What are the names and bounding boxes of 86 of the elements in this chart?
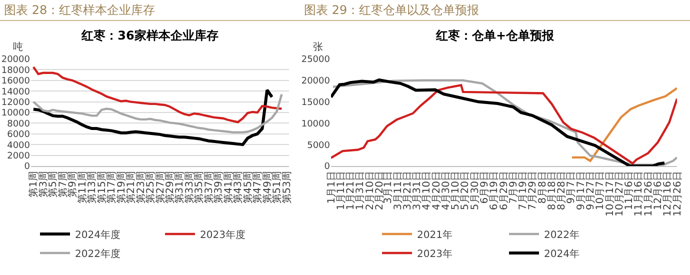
x-tick-label: 1月1日 — [326, 171, 338, 204]
x-tick-label: 第5周 — [47, 171, 60, 198]
x-tick-label: 第9周 — [66, 171, 79, 198]
y-tick-label: 2000 — [7, 151, 30, 162]
y-tick-label: 20000 — [301, 76, 330, 87]
y-tick-label: 20000 — [1, 55, 30, 66]
x-tick-label: 第17周 — [106, 171, 118, 204]
x-tick-label: 7月29日 — [528, 171, 539, 210]
x-tick-label: 12月16日 — [662, 171, 674, 216]
x-tick-label: 第13周 — [86, 171, 98, 204]
x-tick-label: 第47周 — [252, 171, 264, 204]
x-tick-label: 6月19日 — [489, 171, 500, 210]
legend-label: 2022年度 — [75, 248, 120, 260]
x-tick-label: 第25周 — [144, 171, 157, 204]
y-tick-label: 10000 — [301, 119, 330, 130]
y-tick-label: 12000 — [1, 98, 30, 108]
y-tick-label: 4000 — [7, 140, 30, 151]
x-tick-label: 3月11日 — [392, 171, 404, 210]
x-tick-label: 第1周 — [28, 171, 40, 198]
y-tick-label: 16000 — [1, 76, 30, 87]
y-axis-title: 吨 — [13, 41, 23, 53]
x-tick-label: 第43周 — [232, 171, 244, 204]
legend-label: 2023年度 — [200, 228, 246, 241]
x-tick-label: 第49周 — [261, 171, 274, 204]
legend-label: 2024年 — [544, 248, 580, 260]
x-tick-label: 12月6日 — [652, 171, 664, 210]
x-tick-label: 5月20日 — [460, 171, 472, 210]
x-tick-label: 第51周 — [271, 171, 284, 204]
y-tick-label: 10000 — [1, 108, 30, 119]
x-tick-label: 10月17日 — [604, 171, 616, 216]
x-tick-label: 3月21日 — [402, 171, 414, 210]
x-tick-label: 9月17日 — [576, 171, 587, 210]
x-tick-label: 第39周 — [212, 171, 225, 204]
y-tick-label: 8000 — [7, 119, 30, 130]
legend-label: 2024年度 — [75, 228, 120, 241]
x-tick-label: 第35周 — [193, 171, 206, 204]
x-tick-label: 第19周 — [115, 171, 128, 204]
x-tick-label: 4月10日 — [422, 171, 433, 210]
y-axis-title: 张 — [313, 41, 323, 53]
x-tick-label: 1月11日 — [336, 171, 347, 210]
x-tick-label: 第15周 — [96, 171, 108, 204]
chart-title: 红枣：仓单+仓单预报 — [434, 28, 556, 43]
x-tick-label: 12月26日 — [672, 171, 684, 216]
x-tick-label: 10月7日 — [595, 171, 606, 210]
x-tick-label: 11月26日 — [643, 171, 654, 216]
x-tick-label: 第3周 — [37, 171, 50, 198]
x-tick-label: 8月8日 — [537, 171, 548, 204]
x-tick-label: 第53周 — [280, 171, 293, 204]
x-tick-label: 第23周 — [134, 171, 147, 204]
x-tick-label: 第33周 — [183, 171, 196, 204]
y-tick-label: 6000 — [7, 130, 30, 140]
x-tick-label: 3月1日 — [383, 171, 394, 204]
x-tick-label: 8月18日 — [546, 171, 558, 210]
x-tick-label: 11月16日 — [634, 171, 645, 216]
x-tick-label: 4月30日 — [440, 171, 452, 210]
x-tick-label: 第29周 — [164, 171, 176, 204]
y-tick-label: 25000 — [301, 55, 330, 66]
x-tick-label: 第37周 — [202, 171, 215, 204]
x-tick-label: 第7周 — [56, 171, 69, 198]
y-tick-label: 0 — [324, 162, 330, 172]
x-tick-label: 9月7日 — [566, 171, 578, 204]
x-tick-label: 第45周 — [242, 171, 254, 204]
legend-label: 2023年 — [417, 248, 452, 260]
x-tick-label: 6月29日 — [498, 171, 510, 210]
x-tick-label: 7月9日 — [508, 171, 520, 204]
legend-label: 2021年 — [417, 228, 452, 241]
y-tick-label: 15000 — [301, 98, 330, 108]
y-tick-label: 14000 — [1, 87, 30, 98]
x-tick-label: 4月20日 — [431, 171, 442, 210]
legend-label: 2022年 — [544, 228, 580, 241]
y-tick-label: 18000 — [1, 66, 30, 76]
x-tick-label: 第27周 — [154, 171, 166, 204]
x-tick-label: 第11周 — [76, 171, 88, 204]
text: 图表 29：红枣仓单以及仓单预报 — [300, 0, 690, 21]
text: 图表 28：红枣样本企业库存 — [0, 0, 300, 21]
x-tick-label: 第21周 — [125, 171, 138, 204]
x-tick-label: 1月31日 — [355, 171, 366, 210]
x-tick-label: 第31周 — [174, 171, 186, 204]
x-tick-label: 第41周 — [222, 171, 234, 204]
y-tick-label: 5000 — [307, 140, 330, 151]
chart-title: 红枣：36家样本企业库存 — [80, 28, 218, 43]
x-tick-label: 6月9日 — [479, 171, 490, 204]
x-tick-label: 10月27日 — [614, 171, 626, 216]
x-tick-label: 2月10日 — [364, 171, 376, 210]
y-tick-label: 0 — [24, 162, 30, 172]
x-tick-label: 5月30日 — [470, 171, 481, 210]
